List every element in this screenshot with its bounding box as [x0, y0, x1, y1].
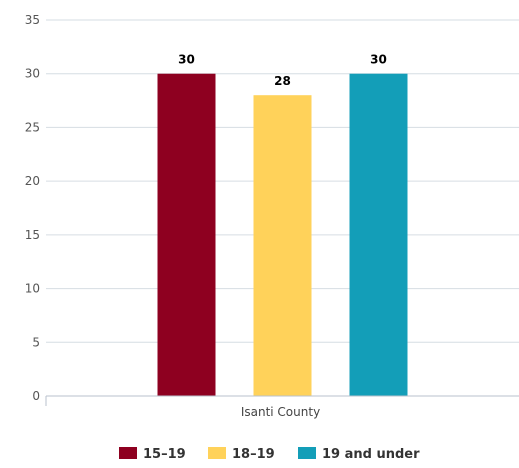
legend-label: 18–19 — [232, 447, 275, 462]
legend-label: 19 and under — [322, 447, 420, 462]
bar-2[interactable] — [253, 95, 312, 396]
data-label: 30 — [370, 53, 387, 67]
y-tick-label: 15 — [25, 228, 40, 242]
legend-swatch — [298, 447, 316, 459]
y-tick-label: 30 — [25, 67, 40, 81]
y-tick-label: 10 — [25, 282, 40, 296]
data-label: 30 — [178, 53, 195, 67]
legend-label: 15–19 — [143, 447, 186, 462]
y-tick-label: 25 — [25, 120, 40, 134]
bars — [157, 73, 408, 396]
x-axis: Isanti County — [45, 395, 519, 419]
y-axis: 0 5 10 15 20 25 30 35 — [25, 13, 40, 403]
legend-item[interactable]: 15–19 — [119, 447, 186, 462]
legend-swatch — [208, 447, 226, 459]
legend[interactable]: 15–19 18–19 19 and under — [119, 447, 420, 462]
y-tick-label: 20 — [25, 174, 40, 188]
legend-swatch — [119, 447, 137, 459]
legend-item[interactable]: 19 and under — [298, 447, 420, 462]
y-tick-label: 5 — [32, 335, 40, 349]
y-tick-label: 0 — [32, 389, 40, 403]
legend-item[interactable]: 18–19 — [208, 447, 275, 462]
bar-3[interactable] — [349, 73, 408, 396]
data-labels: 30 28 30 — [178, 53, 387, 88]
bar-1[interactable] — [157, 73, 216, 396]
y-tick-label: 35 — [25, 13, 40, 27]
data-label: 28 — [274, 74, 291, 88]
x-category-label: Isanti County — [241, 405, 320, 419]
